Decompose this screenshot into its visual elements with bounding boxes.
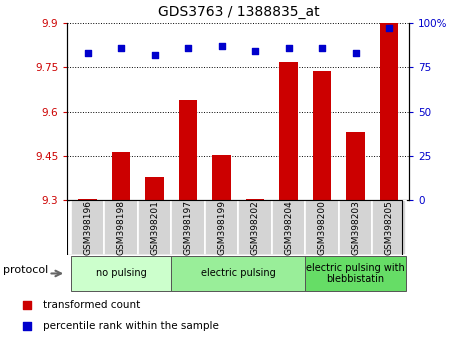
Text: GSM398198: GSM398198 [117,200,126,255]
Bar [306,200,339,255]
Bar [138,200,171,255]
Text: GSM398202: GSM398202 [251,200,259,255]
Point [285,45,292,51]
Bar [380,22,399,200]
Bar [279,62,298,200]
Point [385,25,393,31]
Bar [346,132,365,200]
Text: GSM398200: GSM398200 [318,200,326,255]
Point [319,45,326,51]
Bar [71,256,171,291]
Bar [171,200,205,255]
Bar [171,256,306,291]
Point [391,230,399,236]
Bar [238,200,272,255]
Bar [306,256,406,291]
Text: percentile rank within the sample: percentile rank within the sample [43,321,219,331]
Text: GSM398197: GSM398197 [184,200,193,255]
Text: GSM398196: GSM398196 [83,200,92,255]
Bar [339,200,372,255]
Bar [246,199,264,200]
Bar [272,200,306,255]
Text: GSM398205: GSM398205 [385,200,393,255]
Text: GSM398204: GSM398204 [284,200,293,255]
Text: no pulsing: no pulsing [96,268,146,279]
Title: GDS3763 / 1388835_at: GDS3763 / 1388835_at [158,5,319,19]
Point [151,52,158,58]
Point [218,43,225,49]
Text: GSM398203: GSM398203 [351,200,360,255]
Bar [313,71,331,200]
Bar [78,199,97,200]
Bar [146,177,164,200]
Text: protocol: protocol [3,265,49,275]
Bar [372,200,406,255]
Text: transformed count: transformed count [43,300,140,310]
Bar [205,200,239,255]
Text: electric pulsing: electric pulsing [201,268,276,279]
Bar [179,100,197,200]
Point [184,45,192,51]
Bar [213,155,231,200]
Bar [112,152,130,200]
Point [84,50,91,56]
Point [391,45,399,51]
Point [117,45,125,51]
Point [252,48,259,54]
Text: GSM398199: GSM398199 [217,200,226,255]
Bar [71,200,104,255]
Point [352,50,359,56]
Text: electric pulsing with
blebbistatin: electric pulsing with blebbistatin [306,263,405,284]
Text: GSM398201: GSM398201 [150,200,159,255]
Bar [104,200,138,255]
